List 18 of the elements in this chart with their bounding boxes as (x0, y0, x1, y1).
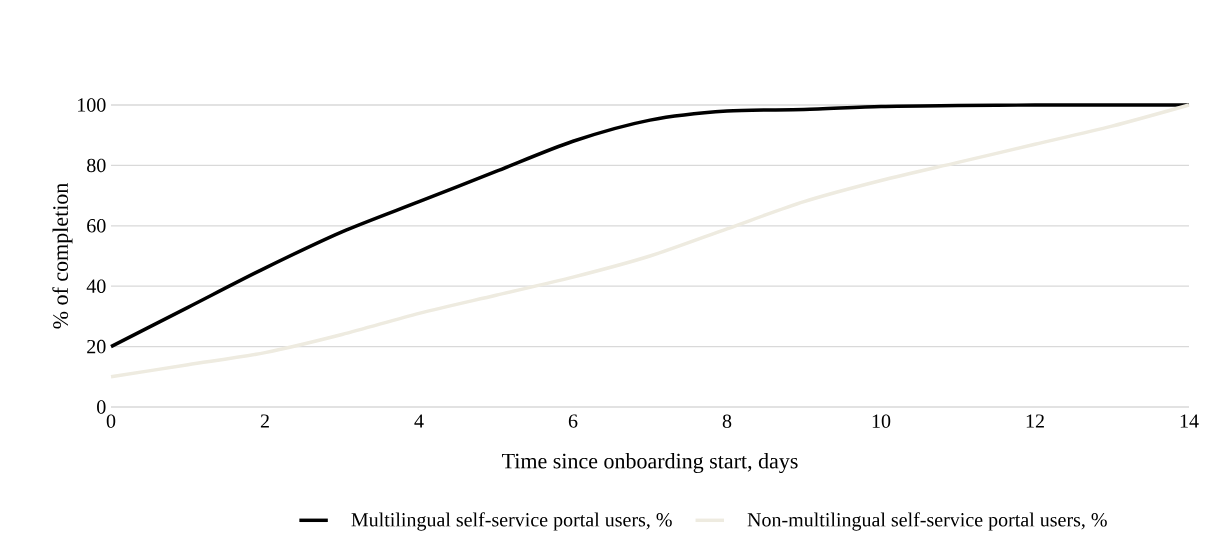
y-tick-label: 80 (87, 158, 106, 173)
x-tick-label: 10 (872, 414, 891, 428)
y-axis-title: % of completion (52, 183, 73, 329)
x-tick-label: 12 (1026, 414, 1044, 428)
x-tick-label: 0 (106, 414, 116, 428)
x-tick-label: 4 (414, 414, 424, 428)
legend-label: Multilingual self-service portal users, % (351, 512, 672, 531)
x-axis-title: Time since onboarding start, days (502, 453, 798, 474)
x-tick-label: 8 (722, 414, 732, 428)
x-tick-label: 14 (1180, 414, 1199, 428)
y-tick-label: 60 (87, 219, 106, 233)
x-tick-label: 2 (260, 414, 269, 428)
y-tick-label: 20 (87, 339, 106, 354)
x-tick-label: 6 (568, 414, 578, 428)
y-tick-label: 100 (78, 98, 106, 112)
legend-label: Non-multilingual self-service portal users, % (747, 512, 1107, 531)
y-tick-label: 0 (97, 400, 106, 414)
y-tick-label: 40 (86, 279, 106, 293)
